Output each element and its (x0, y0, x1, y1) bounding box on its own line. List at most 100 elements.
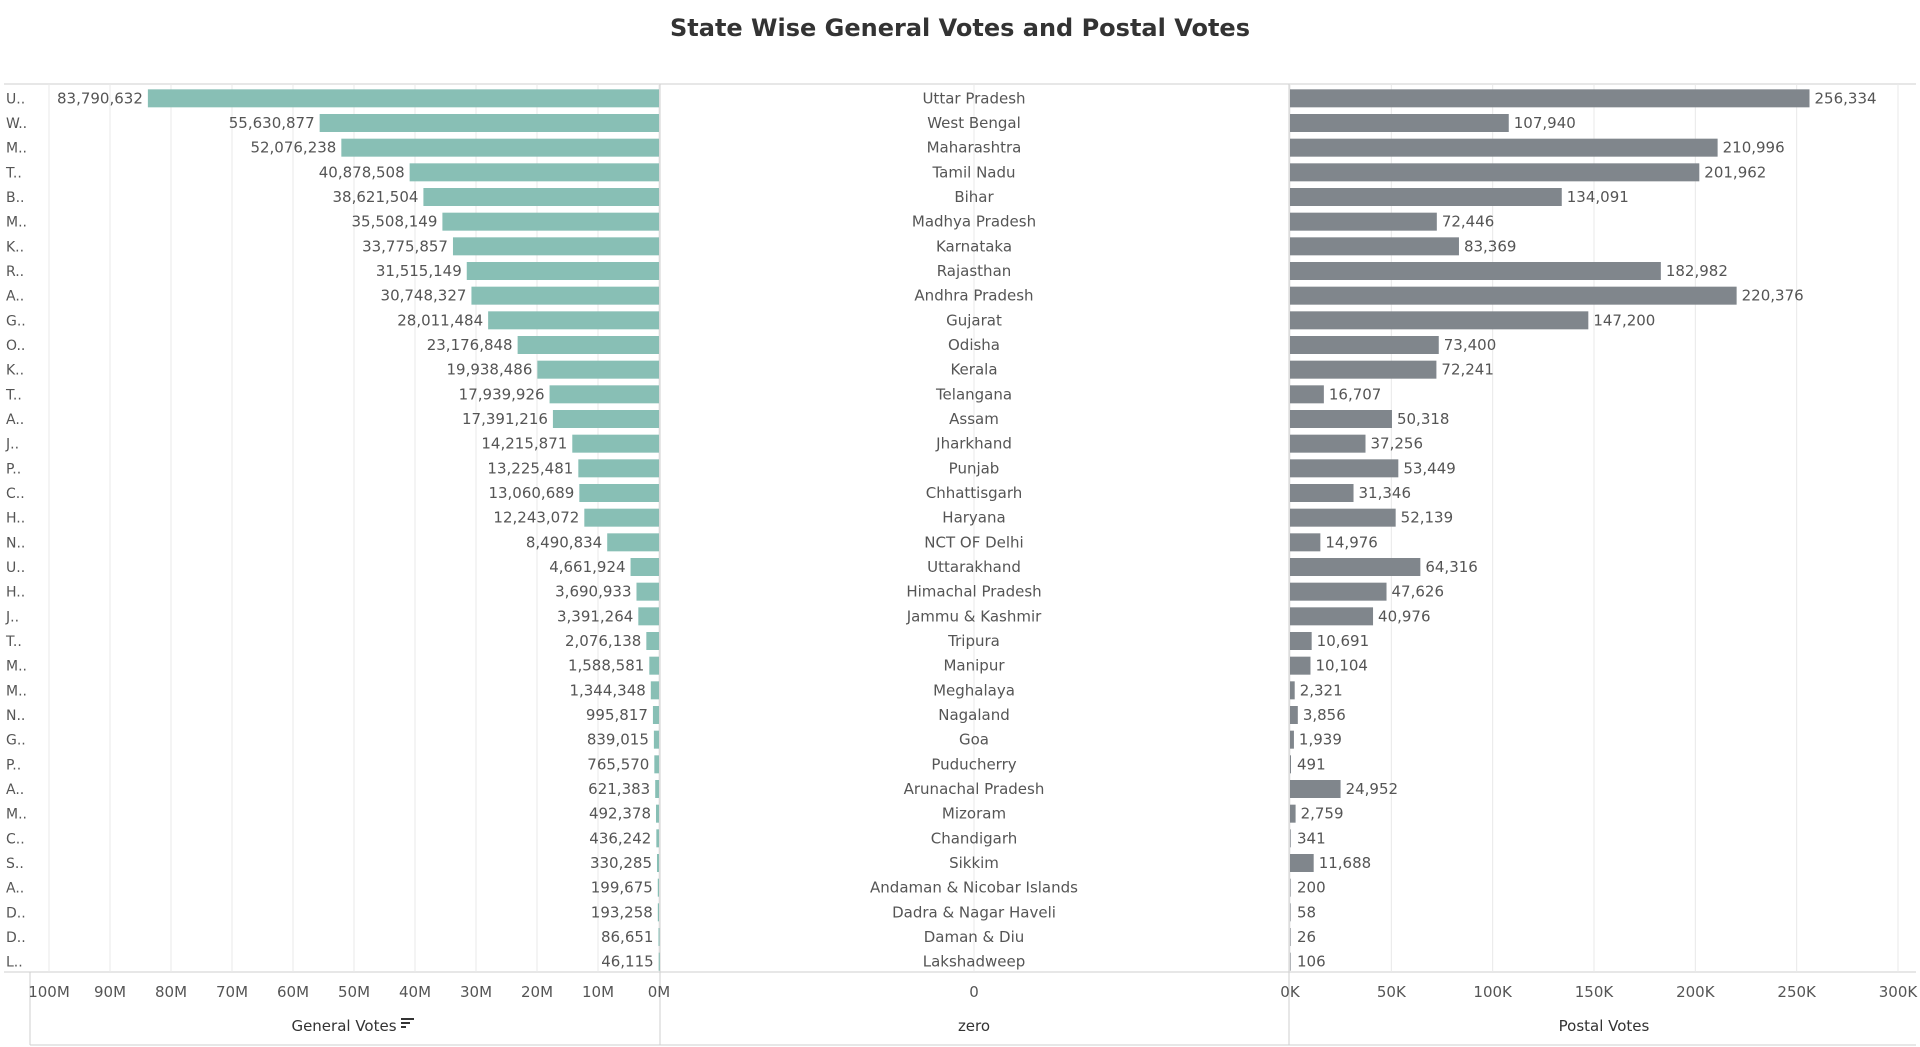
general-votes-bar (652, 706, 659, 724)
postal-votes-bar (1290, 385, 1324, 404)
general-votes-label: 1,344,348 (569, 681, 645, 699)
row-label: J.. (5, 437, 19, 453)
general-tick-label: 40M (399, 983, 431, 1001)
state-name: Uttar Pradesh (922, 89, 1025, 107)
general-votes-label: 46,115 (601, 953, 654, 971)
postal-votes-label: 256,334 (1815, 89, 1877, 107)
state-name: Goa (959, 731, 989, 749)
postal-votes-label: 491 (1297, 755, 1326, 773)
postal-tick-label: 300K (1879, 983, 1919, 1001)
postal-votes-bar (1290, 89, 1810, 108)
postal-votes-label: 53,449 (1403, 459, 1456, 477)
general-votes-label: 35,508,149 (352, 213, 438, 231)
postal-votes-label: 64,316 (1425, 558, 1478, 576)
postal-votes-bar (1290, 410, 1392, 428)
general-tick-label: 0M (648, 983, 671, 1001)
row-label: W.. (6, 116, 27, 132)
sort-icon (401, 1026, 406, 1028)
postal-votes-bar (1290, 188, 1562, 206)
general-votes-bar (655, 780, 659, 798)
row-label: A.. (6, 412, 24, 428)
general-votes-label: 33,775,857 (362, 237, 448, 255)
postal-tick-label: 150K (1575, 983, 1615, 1001)
postal-votes-bar (1290, 681, 1295, 700)
general-votes-label: 4,661,924 (549, 558, 625, 576)
general-votes-bar (650, 681, 659, 700)
row-label: C.. (6, 486, 25, 502)
general-votes-label: 52,076,238 (250, 139, 336, 157)
postal-votes-label: 26 (1297, 928, 1316, 946)
sort-icon (401, 1022, 410, 1024)
general-votes-bar (646, 632, 659, 650)
postal-votes-bar (1290, 730, 1294, 749)
postal-votes-bar (1290, 262, 1661, 280)
state-name: Kerala (950, 361, 997, 379)
general-votes-label: 1,588,581 (568, 657, 644, 675)
row-label: R.. (6, 264, 24, 280)
state-name: Karnataka (936, 237, 1012, 255)
general-votes-label: 3,690,933 (555, 583, 631, 601)
row-label: T.. (5, 387, 22, 403)
state-name: Madhya Pradesh (912, 213, 1036, 231)
state-name: Lakshadweep (923, 953, 1026, 971)
general-votes-label: 83,790,632 (57, 89, 143, 107)
general-votes-label: 3,391,264 (557, 607, 633, 625)
postal-votes-label: 37,256 (1371, 435, 1424, 453)
postal-votes-label: 24,952 (1346, 780, 1399, 798)
row-label: G.. (6, 733, 26, 749)
row-label: M.. (6, 215, 27, 231)
postal-votes-bar (1290, 804, 1296, 823)
row-label: J.. (5, 609, 19, 625)
general-tick-label: 20M (521, 983, 553, 1001)
state-name: Meghalaya (933, 681, 1015, 699)
postal-tick-label: 250K (1777, 983, 1817, 1001)
postal-votes-label: 210,996 (1723, 139, 1785, 157)
general-votes-bar (452, 237, 659, 256)
general-tick-label: 50M (338, 983, 370, 1001)
general-votes-bar (442, 212, 659, 231)
postal-votes-bar (1290, 632, 1312, 650)
postal-votes-label: 106 (1297, 953, 1326, 971)
state-name: Sikkim (949, 854, 999, 872)
row-label: M.. (6, 659, 27, 675)
chart-title: State Wise General Votes and Postal Vote… (670, 14, 1250, 42)
row-label: O.. (6, 338, 25, 354)
postal-votes-label: 47,626 (1392, 583, 1445, 601)
row-label: T.. (5, 634, 22, 650)
postal-votes-bar (1290, 607, 1374, 626)
general-votes-label: 436,242 (589, 829, 651, 847)
general-votes-bar (656, 829, 659, 848)
row-label: M.. (6, 683, 27, 699)
postal-votes-label: 107,940 (1514, 114, 1576, 132)
row-label: L.. (6, 955, 23, 971)
state-name: Punjab (949, 459, 1000, 477)
postal-votes-label: 72,446 (1442, 213, 1495, 231)
general-votes-bar (638, 607, 659, 626)
postal-votes-label: 58 (1297, 903, 1316, 921)
general-votes-label: 199,675 (591, 879, 653, 897)
row-label: N.. (6, 708, 25, 724)
postal-axis-title: Postal Votes (1559, 1017, 1650, 1035)
row-label: D.. (6, 930, 26, 946)
state-name: Telangana (935, 385, 1012, 403)
postal-votes-label: 134,091 (1567, 188, 1629, 206)
row-label: K.. (6, 239, 24, 255)
general-votes-bar (655, 804, 659, 823)
postal-votes-bar (1290, 163, 1700, 182)
general-votes-label: 40,878,508 (319, 163, 405, 181)
postal-votes-label: 3,856 (1303, 706, 1346, 724)
state-name: NCT OF Delhi (924, 533, 1023, 551)
general-votes-label: 330,285 (590, 854, 652, 872)
general-tick-label: 100M (28, 983, 70, 1001)
general-votes-label: 23,176,848 (427, 336, 513, 354)
postal-votes-label: 10,691 (1317, 632, 1370, 650)
state-name: Nagaland (938, 706, 1010, 724)
postal-votes-bar (1290, 508, 1396, 527)
postal-tick-label: 50K (1377, 983, 1407, 1001)
row-label: M.. (6, 807, 27, 823)
postal-votes-label: 50,318 (1397, 410, 1450, 428)
row-label: S.. (6, 856, 24, 872)
state-name: Assam (949, 410, 999, 428)
state-name: Jammu & Kashmir (906, 607, 1042, 625)
